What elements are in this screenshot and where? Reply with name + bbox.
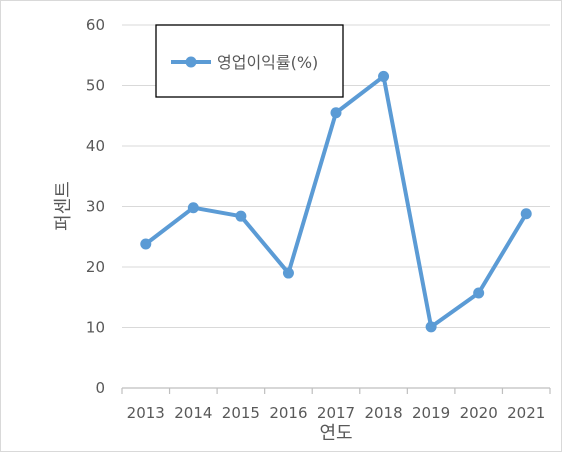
y-tick-label: 10 — [86, 319, 105, 337]
x-tick-label: 2018 — [364, 404, 402, 422]
y-axis-title: 퍼센트 — [53, 181, 74, 231]
x-axis-tick-labels: 2013 2014 2015 2016 2017 2018 2019 2020 2021 — [127, 404, 546, 422]
x-tick-label: 2015 — [222, 404, 260, 422]
y-tick-label: 60 — [86, 16, 105, 34]
x-tick-label: 2019 — [412, 404, 450, 422]
data-point-2014 — [187, 202, 199, 214]
y-tick-label: 40 — [86, 137, 105, 155]
legend-label: 영업이익률(%) — [217, 53, 318, 72]
legend: 영업이익률(%) — [155, 24, 344, 98]
y-tick-label: 0 — [95, 379, 105, 397]
data-point-2018 — [378, 70, 390, 82]
x-axis — [121, 387, 551, 394]
y-tick-label: 20 — [86, 258, 105, 276]
x-axis-title: 연도 — [319, 423, 352, 444]
data-point-2020 — [473, 287, 485, 299]
x-tick-label: 2017 — [317, 404, 355, 422]
x-tick-label: 2020 — [460, 404, 498, 422]
x-tick-label: 2013 — [127, 404, 165, 422]
x-tick-label: 2016 — [269, 404, 307, 422]
data-point-2019 — [425, 321, 437, 333]
legend-box — [155, 24, 344, 98]
x-tick-label: 2014 — [174, 404, 212, 422]
data-point-2013 — [140, 238, 152, 250]
data-point-2015 — [235, 210, 247, 222]
x-tick-label: 2021 — [507, 404, 545, 422]
y-tick-label: 50 — [86, 77, 105, 95]
data-point-2021 — [520, 208, 532, 220]
data-point-2017 — [330, 107, 342, 119]
series-layer — [140, 70, 532, 333]
y-axis-tick-labels: 0 10 20 30 40 50 60 — [86, 16, 105, 397]
data-point-2016 — [282, 267, 294, 279]
y-tick-label: 30 — [86, 198, 105, 216]
legend-marker — [185, 56, 197, 68]
